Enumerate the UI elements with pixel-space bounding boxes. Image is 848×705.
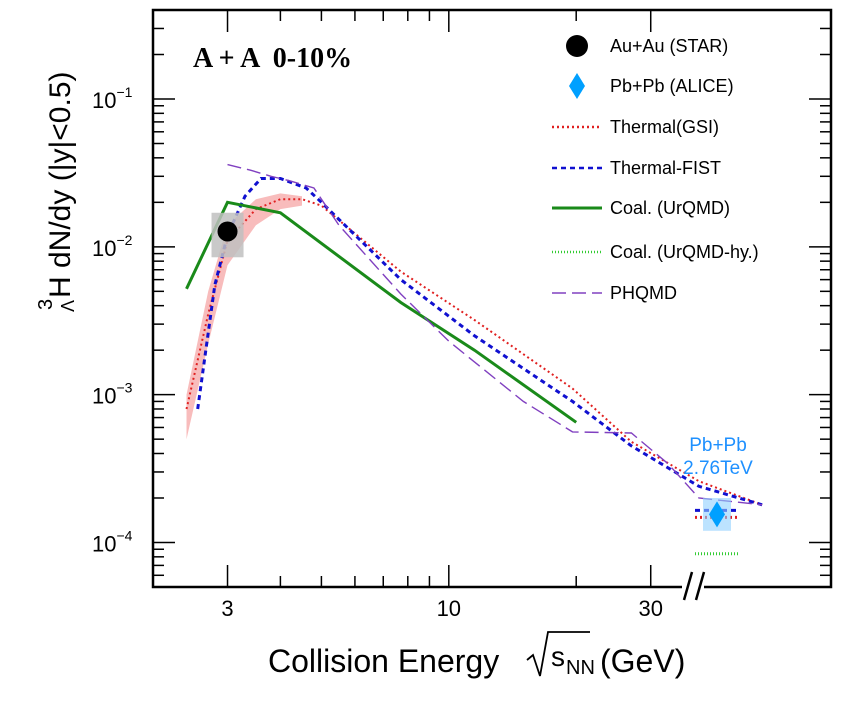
svg-text:s: s: [551, 641, 565, 672]
alice-annotation-line2: 2.76TeV: [683, 458, 753, 479]
x-tick-label: 10: [437, 596, 461, 621]
plot-frame: [151, 8, 833, 589]
svg-text:Λ: Λ: [58, 300, 78, 312]
svg-text:Collision Energy: Collision Energy: [268, 643, 499, 679]
legend-label-phqmd: PHQMD: [610, 283, 677, 303]
legend: Au+Au (STAR) Pb+Pb (ALICE) Thermal(GSI) The…: [552, 35, 759, 303]
legend-item-fist: Thermal-FIST: [552, 158, 721, 178]
legend-item-phqmd: PHQMD: [552, 283, 677, 303]
legend-item-coal: Coal. (UrQMD): [552, 198, 730, 218]
x-tick-label: 30: [638, 596, 662, 621]
alice-annotation-line1: Pb+Pb: [689, 435, 747, 456]
legend-item-star: Au+Au (STAR): [566, 35, 728, 57]
sqrt-symbol: [526, 631, 590, 677]
series-line-fist: [196, 177, 763, 507]
y-tick-label: 10−1: [92, 84, 133, 113]
legend-label-star: Au+Au (STAR): [610, 36, 728, 56]
thermal-gsi-band: [186, 193, 302, 440]
y-tick-label: 10−4: [92, 527, 133, 556]
legend-label-gsi: Thermal(GSI): [610, 117, 719, 137]
y-tick-label: 10−3: [92, 380, 133, 409]
x-axis-tick-labels: 3 10 30: [221, 596, 663, 621]
svg-text:3: 3: [35, 299, 57, 310]
x-axis-ticks: [152, 10, 652, 587]
star-point: [217, 221, 238, 242]
y-tick-label: 10−2: [92, 232, 133, 261]
svg-text:NN: NN: [566, 657, 595, 679]
svg-text:(GeV): (GeV): [600, 643, 685, 679]
legend-item-gsi: Thermal(GSI): [552, 117, 719, 137]
legend-label-coalhy: Coal. (UrQMD-hy.): [610, 242, 759, 262]
svg-text:H dN/dy (|y|<0.5): H dN/dy (|y|<0.5): [44, 72, 77, 299]
chart-title: A + A 0-10%: [193, 43, 352, 74]
legend-label-fist: Thermal-FIST: [610, 158, 721, 178]
y-axis-tick-labels: 10−4 10−3 10−2 10−1: [92, 84, 133, 556]
legend-item-alice: Pb+Pb (ALICE): [569, 73, 734, 99]
alice-point: [709, 501, 725, 528]
y-axis-ticks: [153, 9, 831, 588]
legend-marker-alice: [569, 73, 585, 99]
axis-break: [682, 571, 706, 601]
y-axis-label: 3 Λ H dN/dy (|y|<0.5): [35, 72, 78, 313]
x-axis-label: Collision Energy s NN (GeV): [268, 631, 685, 679]
legend-item-coalhy: Coal. (UrQMD-hy.): [552, 242, 759, 262]
series-line-phqmd: [227, 163, 763, 506]
x-tick-label: 3: [221, 596, 233, 621]
legend-label-alice: Pb+Pb (ALICE): [610, 76, 734, 96]
legend-marker-star: [566, 35, 588, 57]
legend-label-coal: Coal. (UrQMD): [610, 198, 730, 218]
